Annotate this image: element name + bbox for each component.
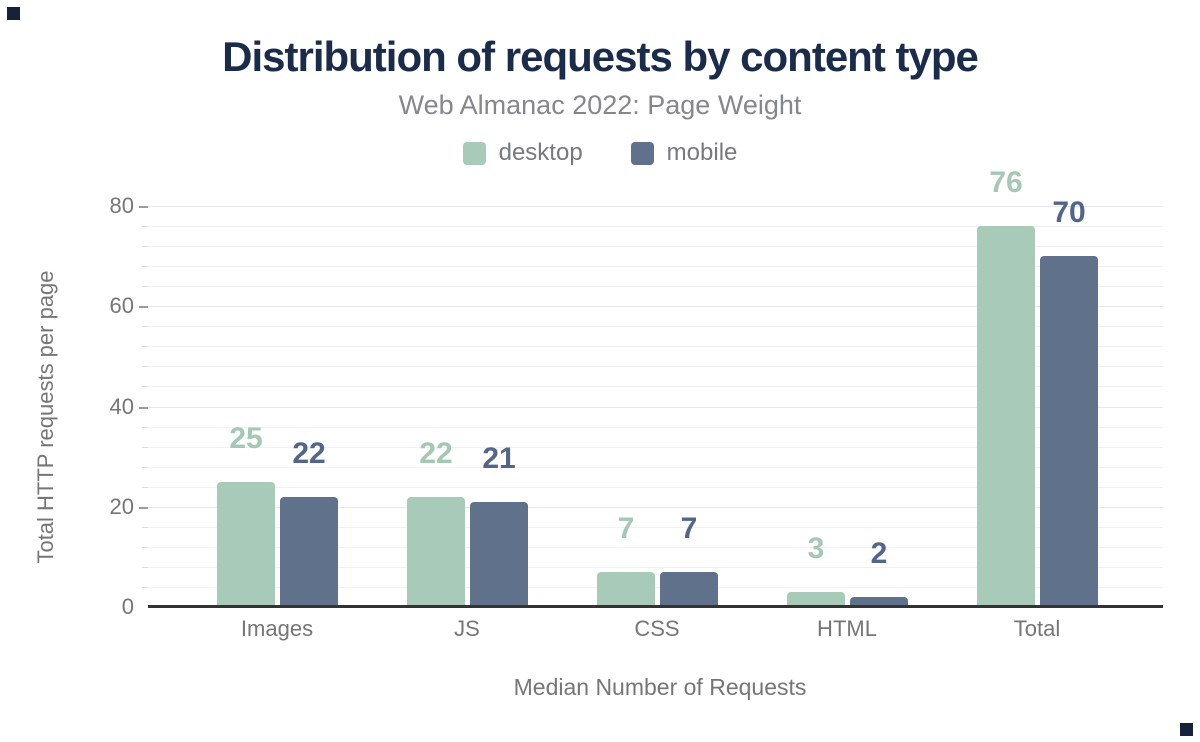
y-tick-68 [142,266,148,267]
gridline-64 [148,286,1163,287]
y-tick-label-80: 80 [109,193,134,218]
y-tick-72 [142,246,148,247]
x-tick-label-total: Total [1013,616,1061,641]
y-tick-28 [142,467,148,468]
y-tick-label-40: 40 [109,394,134,419]
value-label-mobile-css: 7 [680,512,698,545]
x-axis-title: Median Number of Requests [513,674,807,700]
corner-marker-top-left [7,7,20,20]
legend: desktop mobile [0,141,1200,165]
y-tick-16 [142,527,148,528]
y-tick-48 [142,366,148,367]
y-tick-label-0: 0 [121,594,134,619]
bar-mobile-css [660,572,718,607]
y-tick-80 [139,206,148,208]
chart-subtitle: Web Almanac 2022: Page Weight [398,90,802,120]
value-label-desktop-html: 3 [807,532,825,565]
gridline-28 [148,467,1163,468]
gridline-72 [148,246,1163,247]
y-tick-label-60: 60 [109,293,134,318]
gridline-52 [148,346,1163,347]
y-tick-20 [139,507,148,509]
y-tick-64 [142,286,148,287]
y-tick-40 [139,407,148,409]
value-label-mobile-html: 2 [870,537,888,570]
value-label-desktop-total: 76 [989,166,1023,199]
legend-item-desktop[interactable]: desktop [462,139,583,166]
y-tick-36 [142,427,148,428]
y-tick-4 [142,587,148,588]
value-label-desktop-js: 22 [419,437,453,470]
gridline-8 [148,567,1163,568]
gridline-56 [148,326,1163,327]
bar-desktop-total [977,226,1035,607]
bar-mobile-total [1040,256,1098,607]
gridline-48 [148,366,1163,367]
legend-label: desktop [498,139,583,166]
legend-swatch-mobile [630,141,654,165]
y-tick-8 [142,567,148,568]
x-axis-line [148,605,1163,608]
x-tick-label-html: HTML [817,616,877,641]
gridline-20 [148,507,1163,508]
y-tick-32 [142,447,148,448]
y-tick-56 [142,326,148,327]
y-tick-76 [142,226,148,227]
gridline-60 [148,306,1163,307]
value-label-mobile-images: 22 [292,437,326,470]
x-tick-label-css: CSS [634,616,680,641]
value-label-desktop-css: 7 [617,512,635,545]
bar-mobile-js [470,502,528,607]
gridline-76 [148,226,1163,227]
y-tick-60 [139,306,148,308]
y-tick-label-20: 20 [109,494,134,519]
legend-label: mobile [666,139,738,166]
chart-title: Distribution of requests by content type [222,33,979,80]
x-tick-label-js: JS [454,616,480,641]
bar-desktop-images [217,482,275,607]
gridline-32 [148,447,1163,448]
value-label-desktop-images: 25 [229,422,263,455]
gridline-4 [148,587,1163,588]
legend-swatch-desktop [462,141,486,165]
y-tick-12 [142,547,148,548]
legend-item-mobile[interactable]: mobile [630,139,738,166]
bar-mobile-html [850,597,908,607]
corner-marker-bottom-right [1180,723,1193,736]
gridline-68 [148,266,1163,267]
gridline-24 [148,487,1163,488]
bar-desktop-js [407,497,465,607]
bar-desktop-css [597,572,655,607]
gridline-40 [148,407,1163,408]
x-tick-label-images: Images [240,616,314,641]
y-tick-52 [142,346,148,347]
bar-mobile-images [280,497,338,607]
gridline-44 [148,386,1163,387]
bar-desktop-html [787,592,845,607]
gridline-36 [148,427,1163,428]
value-label-mobile-total: 70 [1052,196,1086,229]
value-label-mobile-js: 21 [482,442,516,475]
gridline-80 [148,206,1163,207]
gridline-12 [148,547,1163,548]
y-tick-44 [142,386,148,387]
y-axis-title: Total HTTP requests per page [33,270,58,564]
gridline-16 [148,527,1163,528]
y-tick-24 [142,487,148,488]
